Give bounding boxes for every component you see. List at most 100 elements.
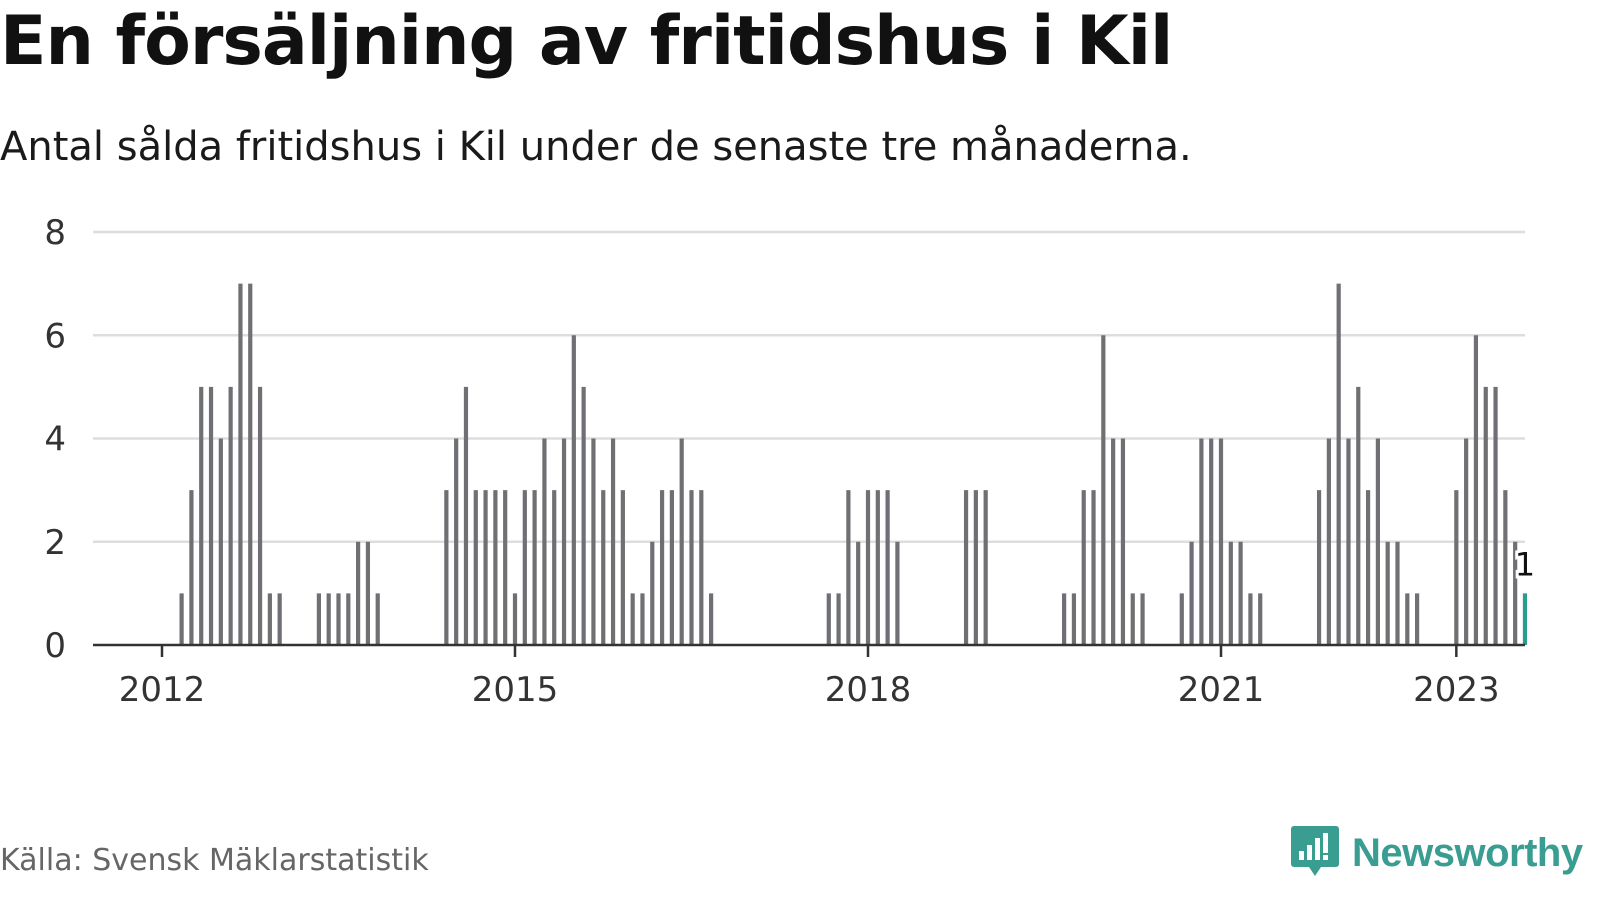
bar-highlight [1522,593,1528,646]
bar [1395,541,1400,645]
bar [1503,490,1508,646]
bar [875,490,880,646]
bar [1179,593,1184,646]
bar [218,438,223,645]
x-tick-label: 2023 [1413,670,1500,710]
bar [199,386,204,646]
bar [679,438,684,645]
bar [699,490,704,646]
bar [248,283,253,646]
bar [1248,593,1253,646]
bar [483,490,488,646]
bar [640,593,645,646]
bar [973,490,978,646]
bar [1238,541,1243,645]
bar [581,386,586,646]
bar [1218,438,1224,645]
bar [346,593,351,646]
bar [336,593,341,646]
bar [1199,438,1204,645]
bar [1365,490,1371,646]
y-tick-label: 4 [44,420,66,460]
bar [356,541,361,645]
bar-data-label: 1 [1515,545,1535,583]
bar [1091,490,1096,646]
bar [1140,593,1145,646]
bar [454,438,459,645]
bar [1326,438,1331,645]
x-tick-label: 2018 [825,670,912,710]
bar [1130,593,1135,646]
bar [895,541,900,645]
bar [826,593,831,646]
bar [1228,541,1233,645]
bar [208,386,214,646]
bar [856,541,861,645]
y-tick-label: 8 [44,213,66,253]
bar [552,490,557,646]
bar [512,593,518,646]
bar [709,593,714,646]
brand-name: Newsworthy [1352,830,1583,875]
bar [375,593,380,646]
bar [610,438,616,645]
bar [1375,438,1380,645]
bar [1111,438,1116,645]
bar [983,490,988,646]
bar [669,490,674,646]
x-tick-label: 2012 [119,670,206,710]
bar [503,490,508,646]
y-tick-label: 2 [44,523,66,563]
bar [1071,593,1077,646]
bar [846,490,851,646]
bar [473,490,478,646]
bar [571,335,576,645]
bar [532,490,537,646]
bar [522,490,527,646]
y-tick-label: 6 [44,316,66,356]
bar [1464,438,1469,645]
bar [444,490,449,646]
bar [865,490,871,646]
bar [1513,541,1518,645]
bar [189,490,194,646]
bar [885,490,890,646]
bar [316,593,321,646]
y-tick-label: 0 [44,626,66,666]
bar [542,438,547,645]
bar [326,593,331,646]
bar [1316,490,1322,646]
bar [1493,386,1498,646]
bar [659,490,665,646]
bar [1081,490,1086,646]
x-tick-label: 2015 [472,670,559,710]
x-tick-label: 2021 [1178,670,1265,710]
bar [630,593,635,646]
bar [689,490,694,646]
bar [257,386,263,646]
bar [267,593,272,646]
bar [1405,593,1410,646]
bar [463,386,469,646]
bar [1454,490,1459,646]
chart-subtitle: Antal sålda fritidshus i Kil under de se… [0,124,1192,170]
bar [179,593,184,646]
bar [1258,593,1263,646]
bar [1062,593,1067,646]
chart-title: En försäljning av fritidshus i Kil [0,2,1173,81]
bar [1473,335,1479,645]
bar-chart: 0 2 4 6 8 1 2012 2015 2018 2021 2023 [44,213,1536,710]
bar [1209,438,1214,645]
bar-chart-speech-bubble-icon [1291,826,1339,876]
source-note: Källa: Svensk Mäklarstatistik [0,843,429,878]
bar [228,386,233,646]
bar [493,490,498,646]
bar [1346,438,1351,645]
bar [836,593,841,646]
bar [591,438,596,645]
newsworthy-logo: Newsworthy [1290,824,1583,882]
bar [1189,541,1194,645]
bar [963,490,969,646]
bar [277,593,282,646]
bar [1356,386,1361,646]
